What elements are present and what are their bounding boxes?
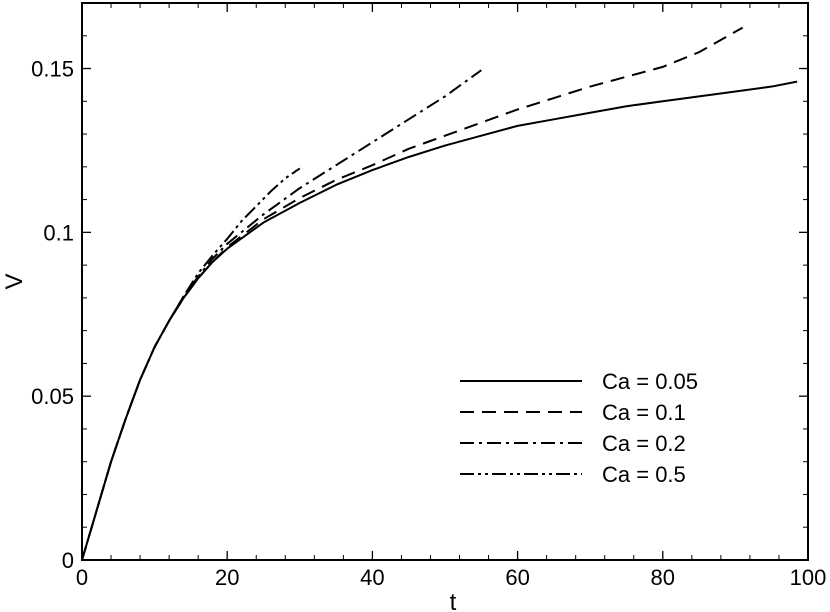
x-tick-label: 60 (505, 565, 529, 590)
legend-label-4: Ca = 0.5 (602, 462, 686, 487)
y-tick-label: 0.1 (43, 220, 74, 245)
x-axis-label: t (450, 589, 457, 612)
x-tick-label: 20 (215, 565, 239, 590)
x-tick-label: 80 (651, 565, 675, 590)
legend: Ca = 0.05 Ca = 0.1 Ca = 0.2 Ca = 0.5 (460, 369, 698, 487)
labels-layer: tV (1, 273, 457, 612)
x-tick-label: 40 (360, 565, 384, 590)
ticks-layer: 0 20 40 60 80 100 0 0.05 0.1 0.15 (31, 2, 827, 590)
plot-area (82, 3, 808, 560)
legend-label-2: Ca = 0.1 (602, 400, 686, 425)
y-tick-label: 0.15 (31, 57, 74, 82)
x-tick-label: 0 (76, 565, 88, 590)
y-tick-label: 0.05 (31, 384, 74, 409)
y-tick-label: 0 (62, 548, 74, 573)
axes-layer (81, 2, 809, 561)
legend-label-1: Ca = 0.05 (602, 369, 698, 394)
y-axis-label: V (1, 273, 28, 289)
x-tick-label: 100 (790, 565, 827, 590)
series-line-4 (81, 167, 301, 561)
legend-label-3: Ca = 0.2 (602, 431, 686, 456)
axes-frame (81, 2, 809, 561)
plot-background (82, 3, 808, 560)
series-layer (81, 26, 798, 561)
